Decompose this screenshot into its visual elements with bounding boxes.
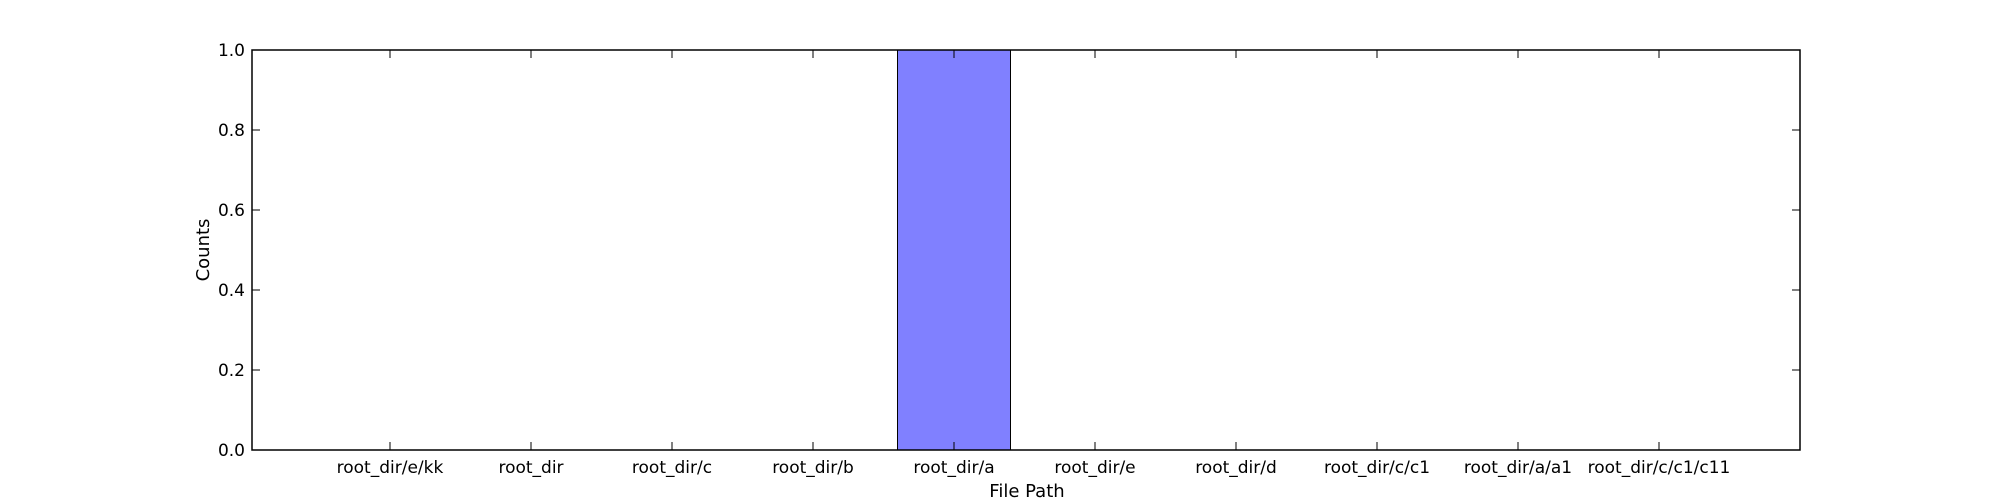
x-axis-label: File Path: [989, 481, 1064, 500]
bars-group: [897, 49, 1011, 451]
y-tick-label: 0.8: [218, 121, 245, 141]
x-tick-label: root_dir/d: [1195, 458, 1277, 478]
x-tick-label: root_dir/a: [913, 458, 994, 478]
y-tick-label: 0.2: [218, 361, 245, 381]
x-tick-label: root_dir/c: [632, 458, 712, 478]
y-tick-label: 0.0: [218, 441, 245, 461]
y-tick-label: 0.6: [218, 201, 245, 221]
y-axis-label: Counts: [193, 219, 214, 282]
x-tick-label: root_dir: [498, 458, 563, 478]
plot-area-frame: [251, 49, 1801, 451]
y-axis-ticks: 0.0 0.2 0.4 0.6 0.8 1.0: [218, 41, 1800, 461]
x-tick-label: root_dir/c/c1: [1324, 458, 1430, 478]
x-tick-label: root_dir/e/kk: [337, 458, 444, 478]
y-tick-label: 1.0: [218, 41, 245, 61]
x-axis-ticks: root_dir/e/kk root_dir root_dir/c root_dir/…: [337, 50, 1731, 478]
y-tick-label: 0.4: [218, 281, 245, 301]
x-tick-label: root_dir/e: [1054, 458, 1135, 478]
x-tick-label: root_dir/c/c1/c11: [1588, 458, 1731, 478]
bar-root-dir-a: [897, 49, 1011, 451]
x-tick-label: root_dir/b: [772, 458, 854, 478]
x-tick-label: root_dir/a/a1: [1464, 458, 1572, 478]
